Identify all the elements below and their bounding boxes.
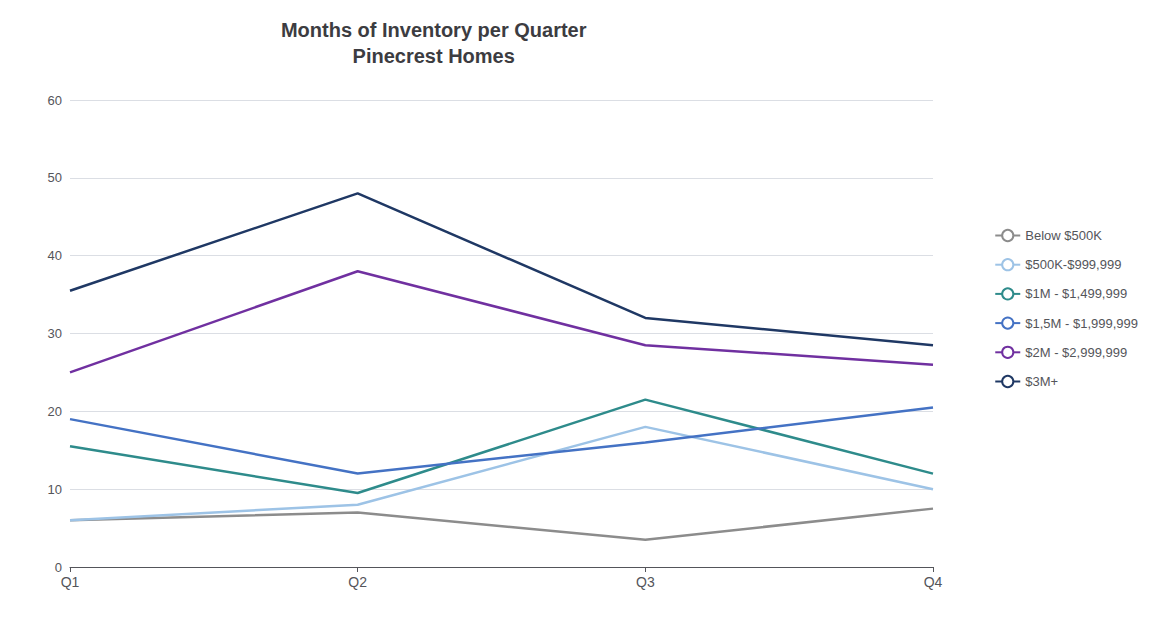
svg-text:60: 60	[48, 93, 62, 108]
svg-text:Below $500K: Below $500K	[1025, 228, 1102, 243]
svg-text:Q4: Q4	[924, 574, 943, 590]
svg-text:Months of Inventory per Quarte: Months of Inventory per Quarter	[281, 19, 587, 41]
svg-text:Pinecrest Homes: Pinecrest Homes	[353, 45, 515, 67]
svg-text:0: 0	[55, 560, 62, 575]
svg-text:10: 10	[48, 482, 62, 497]
svg-text:40: 40	[48, 248, 62, 263]
svg-text:Q2: Q2	[348, 574, 367, 590]
svg-text:20: 20	[48, 404, 62, 419]
svg-text:$2M - $2,999,999: $2M - $2,999,999	[1025, 345, 1127, 360]
svg-text:Q3: Q3	[636, 574, 655, 590]
svg-text:Q1: Q1	[61, 574, 80, 590]
svg-text:30: 30	[48, 326, 62, 341]
svg-text:$500K-$999,999: $500K-$999,999	[1025, 257, 1121, 272]
svg-text:$3M+: $3M+	[1025, 374, 1058, 389]
svg-text:$1,5M - $1,999,999: $1,5M - $1,999,999	[1025, 316, 1138, 331]
svg-text:$1M - $1,499,999: $1M - $1,499,999	[1025, 286, 1127, 301]
svg-text:50: 50	[48, 170, 62, 185]
